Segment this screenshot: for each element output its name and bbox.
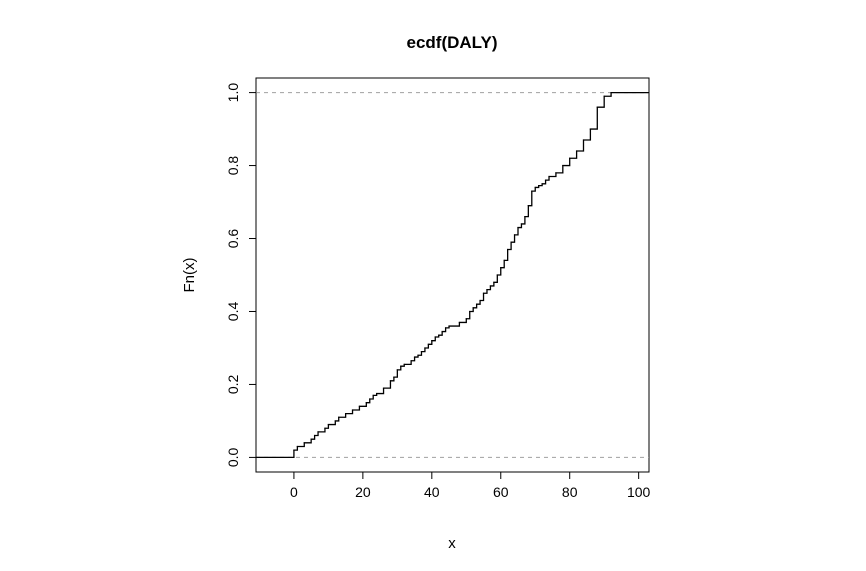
ecdf-point bbox=[555, 172, 557, 174]
ecdf-point bbox=[351, 409, 354, 411]
ecdf-point bbox=[296, 445, 298, 448]
ecdf-point bbox=[500, 267, 502, 269]
ecdf-point bbox=[438, 334, 440, 336]
ecdf-point bbox=[393, 376, 395, 378]
x-tick-label: 0 bbox=[290, 484, 298, 500]
ecdf-point bbox=[314, 434, 316, 437]
y-axis-label: Fn(x) bbox=[181, 258, 198, 293]
ecdf-point bbox=[372, 394, 374, 396]
ecdf-point bbox=[417, 354, 419, 356]
ecdf-point bbox=[476, 303, 478, 305]
y-tick-label: 1.0 bbox=[225, 83, 241, 103]
y-tick-label: 0.4 bbox=[225, 302, 241, 322]
ecdf-point bbox=[358, 405, 361, 407]
ecdf-point bbox=[582, 139, 585, 141]
ecdf-point bbox=[482, 292, 485, 294]
chart-title: ecdf(DALY) bbox=[407, 33, 498, 52]
ecdf-point bbox=[465, 318, 467, 320]
ecdf-point bbox=[441, 330, 443, 333]
ecdf-point bbox=[486, 288, 488, 291]
ecdf-point bbox=[531, 190, 533, 192]
ecdf-point bbox=[389, 380, 392, 382]
ecdf-point bbox=[396, 369, 398, 371]
ecdf-point bbox=[576, 150, 578, 152]
ecdf-point bbox=[293, 449, 295, 451]
ecdf-point bbox=[520, 223, 523, 225]
ecdf-point bbox=[434, 336, 436, 338]
ecdf-point bbox=[603, 95, 605, 97]
ecdf-point bbox=[327, 423, 329, 426]
ecdf-point bbox=[510, 241, 512, 243]
ecdf-point bbox=[310, 438, 312, 440]
ecdf-point bbox=[527, 205, 529, 207]
ecdf-point bbox=[382, 387, 385, 389]
ecdf-jump-points bbox=[293, 91, 612, 451]
ecdf-step-line bbox=[256, 91, 649, 459]
ecdf-point bbox=[517, 226, 519, 229]
ecdf-point bbox=[403, 363, 405, 365]
ecdf-point bbox=[610, 91, 612, 94]
ecdf-point bbox=[458, 321, 460, 324]
y-tick-label: 0.0 bbox=[225, 447, 241, 467]
y-tick-label: 0.8 bbox=[225, 156, 241, 176]
x-axis-label: x bbox=[448, 535, 456, 552]
x-tick-label: 40 bbox=[424, 484, 440, 500]
ecdf-point bbox=[334, 420, 336, 422]
ecdf-point bbox=[472, 307, 474, 309]
ecdf-point bbox=[589, 128, 591, 130]
ecdf-point bbox=[503, 259, 505, 262]
ecdf-point bbox=[369, 398, 371, 400]
y-axis: 0.0 0.2 0.4 0.6 0.8 1.0 bbox=[225, 83, 257, 467]
ecdf-point bbox=[431, 340, 433, 342]
ecdf-point bbox=[489, 285, 492, 287]
ecdf-point bbox=[493, 281, 495, 283]
ecdf-point bbox=[569, 157, 571, 159]
ecdf-point bbox=[376, 392, 378, 395]
ecdf-point bbox=[413, 356, 416, 358]
ecdf-point bbox=[479, 299, 481, 302]
ecdf-point bbox=[524, 216, 526, 218]
ecdf-point bbox=[469, 310, 471, 313]
ecdf-point bbox=[303, 442, 305, 444]
x-axis: 0 20 40 60 80 100 bbox=[290, 471, 651, 500]
ecdf-point bbox=[338, 416, 340, 418]
ecdf-point bbox=[448, 325, 450, 327]
ecdf-point bbox=[544, 179, 547, 181]
ecdf-point bbox=[317, 431, 319, 433]
ecdf-point bbox=[534, 186, 536, 189]
ecdf-point bbox=[541, 183, 543, 185]
ecdf-point bbox=[400, 365, 402, 367]
ecdf-point bbox=[507, 248, 509, 251]
x-tick-label: 100 bbox=[627, 484, 651, 500]
y-tick-label: 0.6 bbox=[225, 229, 241, 249]
ecdf-point bbox=[513, 234, 516, 236]
ecdf-point bbox=[538, 185, 540, 187]
x-tick-label: 80 bbox=[562, 484, 578, 500]
ecdf-point bbox=[420, 351, 423, 353]
ecdf-point bbox=[345, 413, 347, 415]
y-tick-label: 0.2 bbox=[225, 375, 241, 395]
reference-lines bbox=[256, 92, 649, 458]
ecdf-point bbox=[365, 402, 367, 404]
ecdf-point bbox=[410, 360, 412, 362]
ecdf-point bbox=[596, 106, 598, 108]
ecdf-point bbox=[445, 327, 447, 329]
ecdf-point bbox=[496, 274, 498, 276]
x-tick-label: 20 bbox=[355, 484, 371, 500]
x-tick-label: 60 bbox=[493, 484, 509, 500]
ecdf-point bbox=[548, 175, 550, 178]
ecdf-point bbox=[424, 347, 426, 349]
ecdf-point bbox=[562, 164, 564, 167]
ecdf-point bbox=[324, 427, 326, 429]
ecdf-point bbox=[427, 343, 429, 345]
